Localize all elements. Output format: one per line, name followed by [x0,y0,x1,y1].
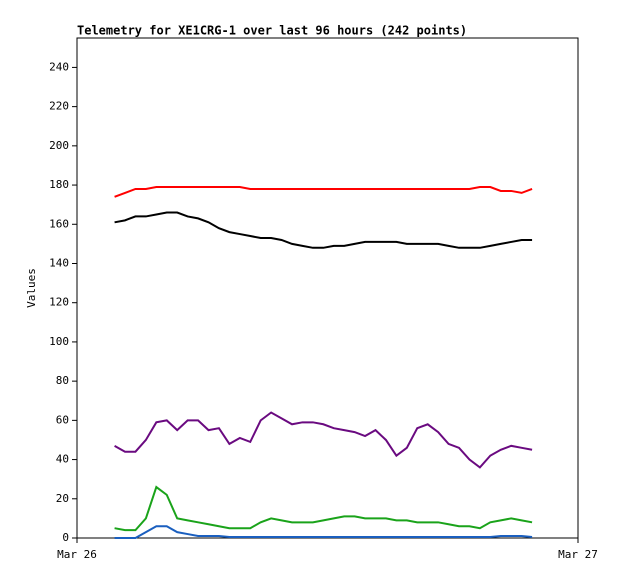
y-tick-label: 240 [49,60,69,73]
series-line [114,186,533,198]
y-tick-label: 60 [56,413,69,426]
y-tick-label: 120 [49,296,69,309]
y-tick-label: 40 [56,453,69,466]
chart-title: Telemetry for XE1CRG-1 over last 96 hour… [77,24,467,38]
y-axis-label: Values [25,268,38,308]
series-line [114,411,533,469]
x-tick-label: Mar 26 [57,548,97,561]
y-tick-label: 200 [49,139,69,152]
y-tick-label: 180 [49,178,69,191]
series-line [114,525,533,539]
y-tick-label: 140 [49,256,69,269]
series-line [114,211,533,249]
y-tick-label: 0 [62,531,69,544]
y-tick-label: 220 [49,100,69,113]
x-tick-label: Mar 27 [558,548,598,561]
y-tick-label: 100 [49,335,69,348]
series-line [114,485,533,532]
y-tick-label: 20 [56,492,69,505]
y-tick-label: 80 [56,374,69,387]
y-tick-label: 160 [49,217,69,230]
